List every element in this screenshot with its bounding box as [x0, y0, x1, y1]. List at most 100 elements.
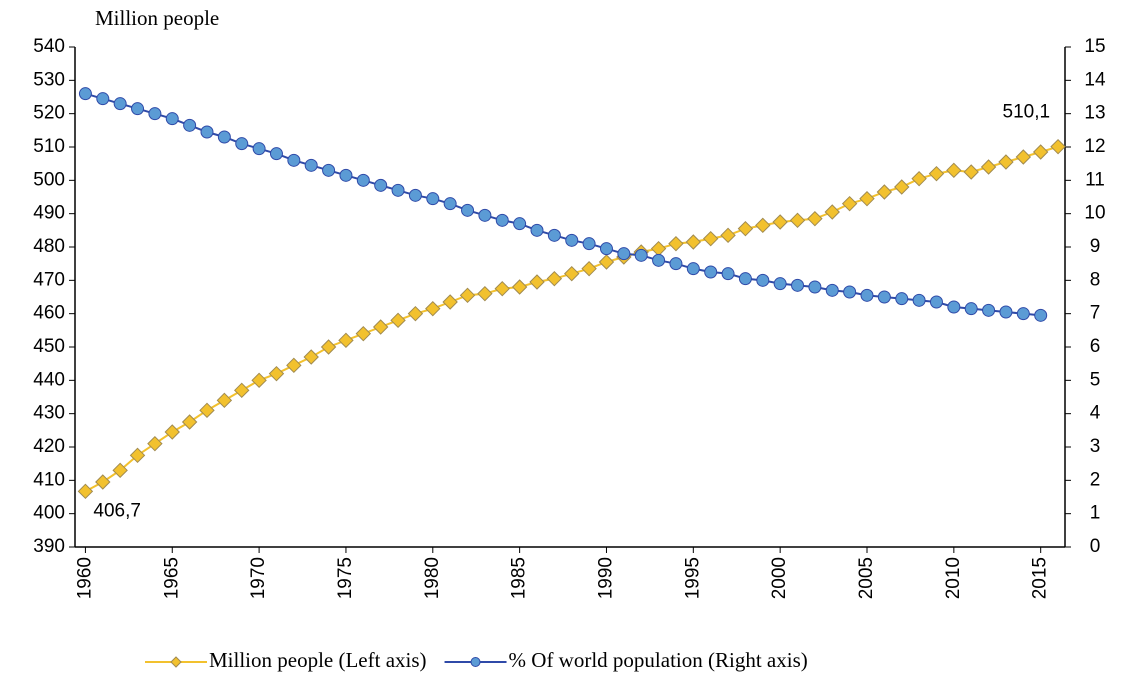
point: [669, 257, 683, 271]
point: [391, 183, 405, 197]
point: [303, 349, 319, 365]
y2-tick-label: 4: [1090, 403, 1101, 424]
series-line: [84, 145, 1059, 493]
point: [374, 178, 388, 192]
point: [494, 280, 510, 297]
point: [459, 287, 476, 304]
point: [513, 217, 527, 231]
point: [408, 188, 422, 202]
point: [825, 283, 839, 297]
point: [841, 195, 858, 212]
x-tick-label: 1965: [161, 557, 182, 599]
point: [565, 233, 579, 247]
point: [686, 262, 700, 276]
point: [147, 435, 163, 452]
x-tick-label: 1990: [595, 557, 616, 599]
legend-marker: [170, 656, 182, 668]
point: [652, 253, 666, 267]
point: [650, 240, 667, 257]
y-tick-label: 400: [33, 503, 65, 524]
y-tick-label: 420: [33, 436, 65, 457]
point: [756, 273, 770, 287]
y2-tick-label: 6: [1090, 336, 1101, 357]
x-tick-label: 2005: [856, 557, 877, 599]
point: [339, 168, 353, 182]
point: [859, 190, 875, 207]
y-tick-label: 510: [33, 136, 65, 157]
y2-tick-label: 9: [1090, 236, 1101, 257]
x-tick-label: 1960: [74, 557, 95, 599]
y-tick-label: 450: [33, 336, 65, 357]
x-tick-label: 1975: [335, 557, 356, 599]
y-tick-label: 460: [33, 303, 65, 324]
point: [477, 285, 493, 302]
point: [217, 130, 231, 144]
point: [755, 217, 771, 234]
y-tick-label: 520: [33, 103, 65, 124]
point: [235, 137, 249, 151]
point: [96, 92, 110, 106]
point: [789, 212, 806, 229]
x-tick-label: 1970: [248, 557, 269, 599]
y-axis-title: Million people: [95, 6, 219, 30]
y-tick-label: 410: [33, 469, 65, 490]
point: [268, 365, 285, 382]
y-tick-label: 470: [33, 269, 65, 290]
point: [702, 230, 719, 247]
point: [547, 228, 561, 242]
data-label: 510,1: [1003, 102, 1051, 123]
point: [461, 203, 475, 217]
point: [164, 424, 180, 440]
point: [112, 462, 128, 479]
y-tick-label: 540: [33, 36, 65, 57]
point: [895, 292, 909, 306]
point: [598, 254, 615, 270]
data-label: 406,7: [93, 500, 141, 521]
point: [442, 294, 458, 310]
x-tick-label: 1980: [422, 557, 443, 599]
y-tick-label: 440: [33, 369, 65, 390]
point: [964, 302, 978, 316]
y2-tick-label: 14: [1084, 69, 1106, 90]
point: [772, 214, 788, 230]
point: [320, 339, 337, 355]
y2-tick-label: 1: [1090, 503, 1101, 524]
point: [982, 303, 996, 317]
legend-label: Million people (Left axis): [209, 648, 427, 672]
point: [443, 197, 457, 211]
point: [407, 305, 424, 322]
point: [564, 265, 580, 282]
y2-tick-label: 11: [1085, 169, 1105, 190]
y-tick-label: 500: [33, 169, 65, 190]
point: [372, 319, 389, 335]
point: [860, 288, 874, 302]
point: [252, 142, 266, 156]
point: [234, 382, 250, 399]
point: [581, 260, 597, 277]
point: [685, 234, 702, 250]
point: [634, 248, 648, 262]
point: [251, 372, 267, 389]
point: [286, 357, 302, 374]
point: [946, 162, 962, 179]
point: [807, 210, 823, 227]
x-tick-label: 2000: [769, 557, 790, 599]
point: [773, 277, 787, 291]
series-line: [85, 92, 1041, 317]
point: [426, 192, 440, 206]
point: [181, 414, 198, 430]
point: [824, 204, 840, 220]
point: [912, 293, 926, 307]
point: [511, 279, 528, 295]
point: [390, 312, 406, 329]
point: [721, 267, 735, 281]
y2-tick-label: 13: [1084, 103, 1105, 124]
point: [113, 97, 127, 111]
x-tick-label: 1985: [509, 557, 530, 599]
point: [77, 483, 94, 500]
point: [668, 235, 684, 252]
point: [876, 184, 893, 200]
x-tick-label: 2010: [943, 557, 964, 599]
point: [894, 179, 910, 195]
point: [530, 223, 544, 237]
